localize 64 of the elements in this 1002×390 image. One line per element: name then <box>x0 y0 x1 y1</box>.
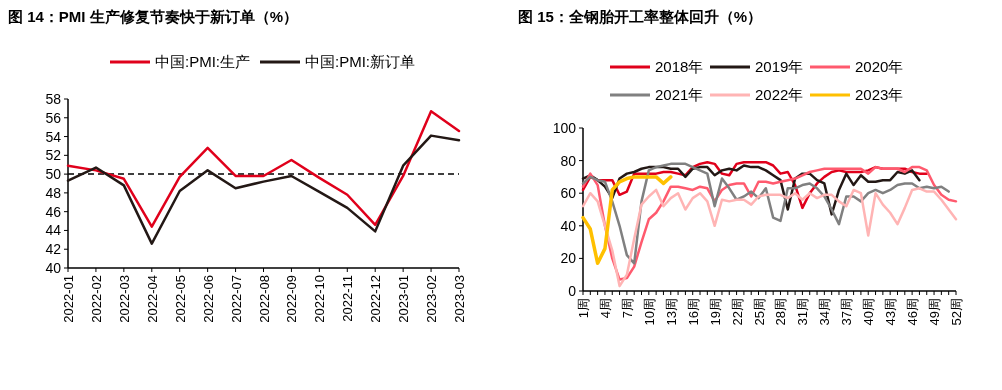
x-tick-label: 2022-06 <box>200 275 216 323</box>
x-tick-label: 37周 <box>839 298 855 326</box>
y-tick-label: 80 <box>560 152 577 169</box>
x-tick-label: 13周 <box>663 298 679 326</box>
x-tick-label: 52周 <box>949 298 964 326</box>
y-tick-label: 46 <box>45 203 62 220</box>
y-tick-label: 20 <box>560 250 577 267</box>
chart-title: 图 15：全钢胎开工率整体回升（%） <box>518 8 763 25</box>
legend-label: 2020年 <box>855 58 904 75</box>
x-tick-label: 4周 <box>597 298 613 319</box>
x-tick-label: 2022-04 <box>144 275 160 323</box>
y-tick-label: 100 <box>552 120 577 136</box>
y-tick-label: 48 <box>45 184 62 201</box>
y-tick-label: 56 <box>45 109 62 126</box>
x-tick-label: 1周 <box>576 298 591 319</box>
x-tick-label: 31周 <box>795 298 811 326</box>
x-tick-label: 7周 <box>619 298 635 319</box>
x-tick-label: 43周 <box>883 298 899 326</box>
y-tick-label: 60 <box>560 185 577 202</box>
legend-label: 中国:PMI:新订单 <box>305 53 416 70</box>
x-tick-label: 2023-02 <box>424 275 440 323</box>
x-tick-label: 2022-10 <box>312 275 328 323</box>
y-tick-label: 42 <box>45 241 62 258</box>
legend-label: 中国:PMI:生产 <box>155 53 251 70</box>
line-series <box>581 187 958 288</box>
line-series <box>581 162 950 265</box>
x-tick-label: 2022-01 <box>61 275 76 323</box>
legend-label: 2019年 <box>755 58 804 75</box>
x-tick-label: 2022-12 <box>368 275 384 323</box>
x-tick-label: 22周 <box>729 298 745 326</box>
x-tick-label: 2022-07 <box>228 275 244 323</box>
x-tick-label: 16周 <box>685 298 701 326</box>
y-tick-label: 58 <box>45 91 62 107</box>
x-tick-label: 40周 <box>861 298 877 326</box>
chart-title: 图 14：PMI 生产修复节奏快于新订单（%） <box>8 8 299 25</box>
x-tick-label: 2022-03 <box>116 275 132 323</box>
line-series <box>66 134 461 245</box>
x-tick-label: 2022-05 <box>172 275 188 323</box>
legend-label: 2022年 <box>755 86 804 103</box>
x-tick-label: 49周 <box>927 298 943 326</box>
x-tick-label: 19周 <box>707 298 723 326</box>
y-tick-label: 0 <box>568 283 577 299</box>
legend-label: 2021年 <box>655 86 704 103</box>
x-tick-label: 2022-09 <box>284 275 300 323</box>
y-tick-label: 52 <box>45 147 62 164</box>
x-tick-label: 2022-11 <box>340 275 356 322</box>
x-tick-label: 46周 <box>905 298 921 326</box>
y-tick-label: 40 <box>45 260 62 276</box>
legend-label: 2023年 <box>855 86 904 103</box>
x-tick-label: 28周 <box>773 298 789 326</box>
y-tick-label: 54 <box>45 128 62 145</box>
x-tick-label: 10周 <box>641 298 657 326</box>
x-tick-label: 2023-03 <box>452 275 467 323</box>
y-tick-label: 50 <box>45 166 62 183</box>
legend-label: 2018年 <box>655 58 704 75</box>
x-tick-label: 34周 <box>817 298 833 326</box>
x-tick-label: 2022-08 <box>256 275 272 323</box>
y-tick-label: 44 <box>45 222 62 239</box>
y-tick-label: 40 <box>560 217 577 234</box>
line-series <box>581 175 673 266</box>
x-tick-label: 25周 <box>751 298 767 326</box>
x-tick-label: 2022-02 <box>88 275 104 323</box>
line-series <box>66 109 461 228</box>
x-tick-label: 2023-01 <box>396 275 412 323</box>
